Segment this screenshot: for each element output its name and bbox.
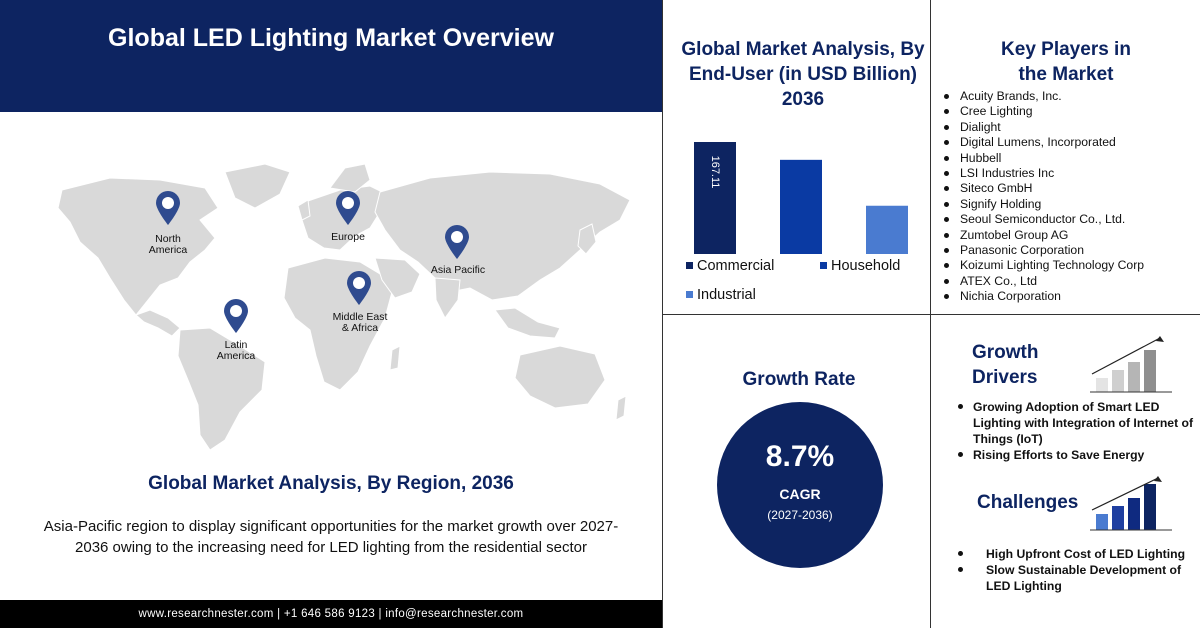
divider-horizontal (662, 314, 1200, 315)
legend-label-commercial: Commercial (697, 258, 774, 274)
growth-rate-title: Growth Rate (742, 369, 856, 390)
key-player-item: Hubbell (944, 151, 1144, 166)
challenge-item: Slow Sustainable Development of LED Ligh… (958, 562, 1198, 594)
key-player-item: Nichia Corporation (944, 289, 1144, 304)
legend-swatch-household (820, 262, 827, 269)
key-players-list: Acuity Brands, Inc. Cree Lighting Dialight… (944, 89, 1144, 305)
region-label-middle-east-africa: Middle East & Africa (332, 311, 388, 334)
key-player-item: Panasonic Corporation (944, 243, 1144, 258)
legend-swatch-industrial (686, 291, 693, 298)
growth-drivers-list: Growing Adoption of Smart LED Lighting w… (956, 399, 1196, 463)
cagr-value: 8.7% (765, 440, 835, 473)
legend-swatch-commercial (686, 262, 693, 269)
key-player-item: Siteco GmbH (944, 181, 1144, 196)
title-band (0, 0, 662, 112)
end-user-bar-chart: 167.11 Commercial Household Industrial (686, 142, 908, 303)
challenges-title: Challenges (977, 492, 1079, 513)
region-title: Global Market Analysis, By Region, 2036 (148, 473, 514, 494)
data-label-commercial: 167.11 (709, 156, 721, 189)
pin-asia-pacific-icon (445, 225, 469, 259)
footer-contact: www.researchnester.com | +1 646 586 9123… (0, 600, 662, 628)
left-panel: Global LED Lighting Market Overview (0, 0, 662, 628)
challenge-item: High Upfront Cost of LED Lighting (958, 546, 1198, 562)
bar-industrial (866, 205, 908, 254)
key-player-item: ATEX Co., Ltd (944, 274, 1144, 289)
region-label-latin-america: Latin America (216, 339, 256, 362)
region-description: Asia-Pacific region to display significa… (43, 518, 619, 556)
world-map: North America Europe Asia Pacific Middle … (40, 150, 640, 460)
key-player-item: Acuity Brands, Inc. (944, 89, 1144, 104)
key-player-item: Signify Holding (944, 197, 1144, 212)
chart-title: Global Market Analysis, By End-User (in … (681, 39, 925, 110)
cagr-label: CAGR (779, 486, 821, 502)
pin-latin-america-icon (224, 299, 248, 333)
region-label-europe: Europe (331, 231, 365, 243)
region-label-north-america: North America (148, 233, 188, 256)
cagr-period: (2027-2036) (767, 508, 833, 522)
challenges-chart-icon (1090, 476, 1172, 531)
page-title: Global LED Lighting Market Overview (108, 24, 554, 52)
key-player-item: Cree Lighting (944, 104, 1144, 119)
key-player-item: Digital Lumens, Incorporated (944, 135, 1144, 150)
growth-driver-item: Rising Efforts to Save Energy (956, 447, 1196, 463)
key-player-item: Dialight (944, 120, 1144, 135)
growth-driver-item: Growing Adoption of Smart LED Lighting w… (956, 399, 1196, 447)
key-player-item: Seoul Semiconductor Co., Ltd. (944, 212, 1144, 227)
growth-drivers-title: Growth Drivers (972, 342, 1039, 388)
bar-commercial (694, 142, 736, 254)
bar-household (780, 159, 822, 254)
key-players-title: Key Players in the Market (1001, 39, 1131, 85)
pin-middle-east-africa-icon (347, 271, 371, 305)
challenges-list: High Upfront Cost of LED Lighting Slow Su… (958, 546, 1198, 594)
legend-label-industrial: Industrial (697, 287, 756, 303)
legend-label-household: Household (831, 258, 900, 274)
key-player-item: Koizumi Lighting Technology Corp (944, 258, 1144, 273)
key-player-item: Zumtobel Group AG (944, 228, 1144, 243)
key-player-item: LSI Industries Inc (944, 166, 1144, 181)
cagr-circle: 8.7% CAGR (2027-2036) (717, 402, 883, 568)
region-label-asia-pacific: Asia Pacific (430, 264, 486, 276)
pin-north-america-icon (156, 191, 180, 225)
world-map-shape (57, 163, 631, 451)
pin-europe-icon (336, 191, 360, 225)
growth-chart-icon (1090, 336, 1172, 393)
